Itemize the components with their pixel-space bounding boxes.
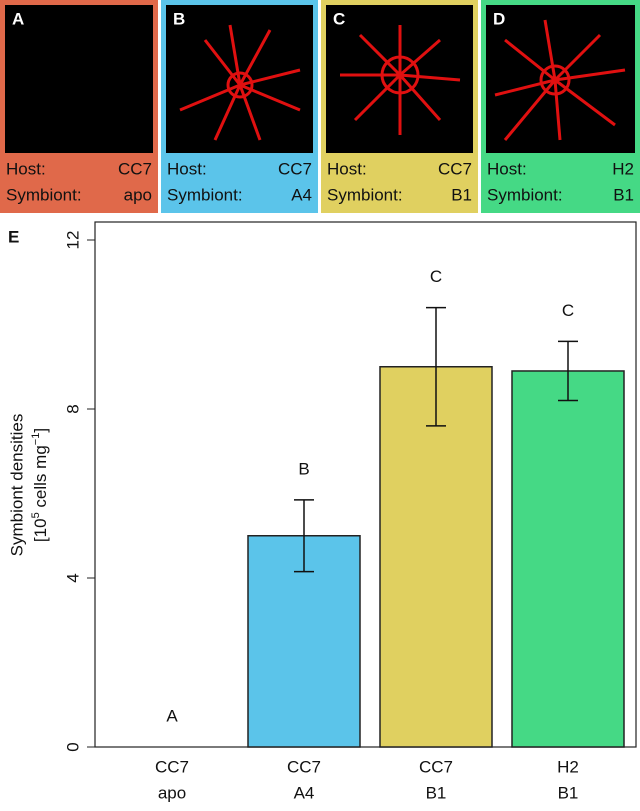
y-axis-units: [105 cells mg−1] xyxy=(30,428,51,542)
x-tick-label: A4 xyxy=(294,783,315,802)
anemone-b xyxy=(179,24,301,141)
bar xyxy=(511,370,625,748)
x-tick-label: CC7 xyxy=(287,757,321,776)
anemone-images xyxy=(179,19,626,141)
panel-label: E xyxy=(8,227,19,246)
symbiont-label: Symbiont: xyxy=(327,185,403,204)
y-axis-units-part: [10 xyxy=(31,518,50,542)
error-bar xyxy=(558,340,578,402)
plot-frame xyxy=(94,221,637,748)
symbiont-value: A4 xyxy=(291,185,312,204)
panel-label: B xyxy=(173,9,185,28)
x-tick-label: apo xyxy=(158,783,186,802)
group-letter: C xyxy=(562,301,574,320)
host-label: Host: xyxy=(167,159,207,178)
x-tick-label: B1 xyxy=(426,783,447,802)
error-bar xyxy=(426,306,446,427)
group-letter: A xyxy=(166,706,178,725)
anemone-c xyxy=(340,25,461,135)
host-value: CC7 xyxy=(278,159,312,178)
y-axis-units-part: cells mg xyxy=(31,445,50,512)
y-axis-label: Symbiont densities xyxy=(7,414,26,557)
symbiont-label: Symbiont: xyxy=(167,185,243,204)
y-tick-label: 12 xyxy=(63,231,82,250)
host-value: CC7 xyxy=(118,159,152,178)
error-bar xyxy=(294,499,314,573)
x-tick-label: B1 xyxy=(558,783,579,802)
bar xyxy=(379,366,493,748)
symbiont-label: Symbiont: xyxy=(487,185,563,204)
y-axis-units-part: −1 xyxy=(30,433,42,446)
host-value: H2 xyxy=(612,159,634,178)
x-tick-label: CC7 xyxy=(419,757,453,776)
panel-label: C xyxy=(333,9,345,28)
symbiont-value: apo xyxy=(124,185,152,204)
panel-label: A xyxy=(12,9,24,28)
y-axis-units-part: ] xyxy=(31,428,50,433)
y-tick-label: 4 xyxy=(63,573,82,582)
y-tick-label: 8 xyxy=(63,404,82,413)
anemone-d xyxy=(494,19,626,141)
host-label: Host: xyxy=(487,159,527,178)
symbiont-label: Symbiont: xyxy=(6,185,82,204)
y-tick-label: 0 xyxy=(63,742,82,751)
host-value: CC7 xyxy=(438,159,472,178)
host-label: Host: xyxy=(6,159,46,178)
symbiont-value: B1 xyxy=(613,185,634,204)
group-letter: C xyxy=(430,267,442,286)
y-axis-units-part: 5 xyxy=(30,512,42,518)
symbiont-value: B1 xyxy=(451,185,472,204)
host-label: Host: xyxy=(327,159,367,178)
x-tick-label: H2 xyxy=(557,757,579,776)
panel-image xyxy=(5,5,153,153)
panel-label: D xyxy=(493,9,505,28)
x-tick-label: CC7 xyxy=(155,757,189,776)
group-letter: B xyxy=(298,459,309,478)
